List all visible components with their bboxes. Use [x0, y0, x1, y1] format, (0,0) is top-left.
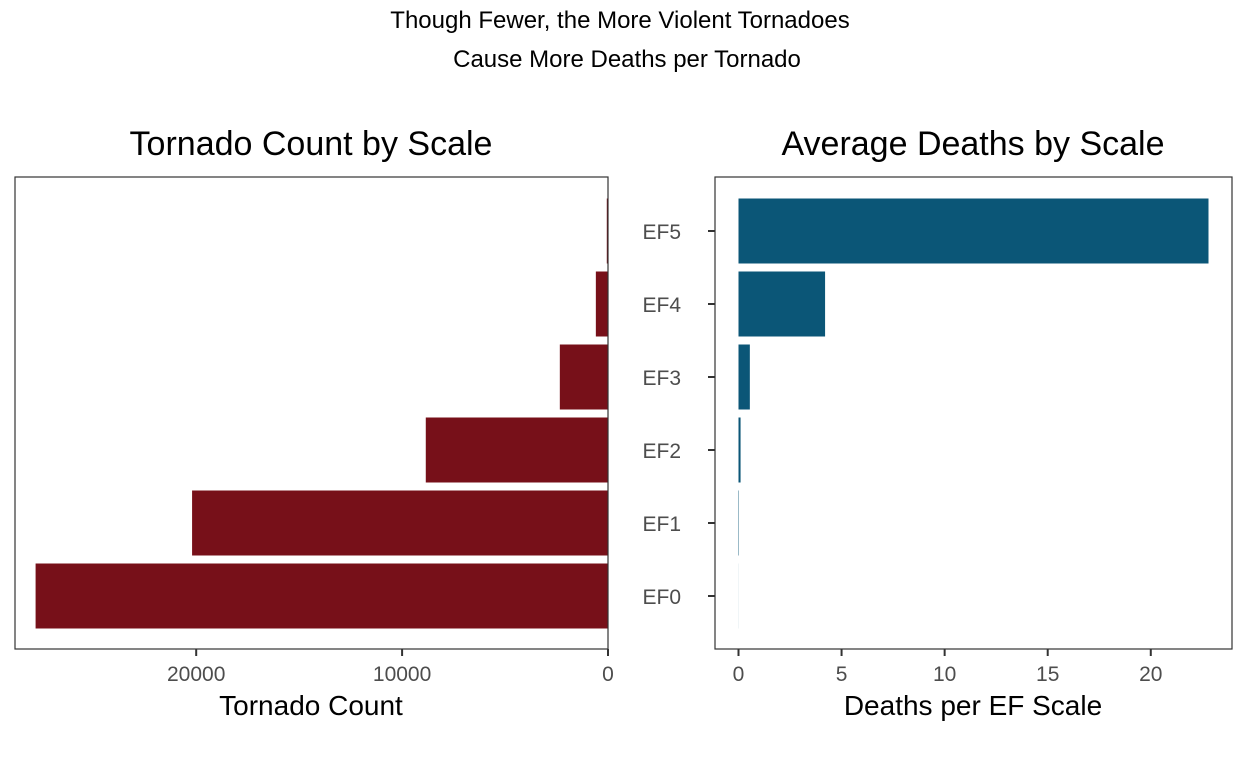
average-deaths-panel: Average Deaths by Scale EF0EF1EF2EF3EF4E…	[642, 125, 1233, 721]
tornado-count-plot-frame	[14, 176, 609, 650]
average-deaths-bar-ef2	[738, 417, 741, 483]
average-deaths-x-tick-label: 0	[733, 663, 745, 686]
tornado-count-bar-ef0	[35, 563, 608, 629]
tornado-count-bar-ef5	[606, 198, 608, 264]
average-deaths-bars	[738, 198, 1209, 629]
tornado-count-x-tick-label: 20000	[167, 663, 225, 686]
tornado-count-bars	[35, 198, 608, 629]
tornado-count-x-tick-label: 0	[602, 663, 614, 686]
tornado-count-x-axis-title: Tornado Count	[219, 690, 403, 721]
average-deaths-x-tick-label: 20	[1139, 663, 1162, 686]
average-deaths-x-axis-title: Deaths per EF Scale	[844, 690, 1102, 721]
average-deaths-y-axis: EF0 EF1 EF2 EF3 EF4 EF5	[642, 221, 715, 609]
average-deaths-y-tick-label-ef1: EF1	[642, 513, 681, 536]
average-deaths-y-tick-label-ef3: EF3	[642, 367, 681, 390]
average-deaths-bar-ef4	[738, 271, 826, 337]
supertitle-line-1: Though Fewer, the More Violent Tornadoes	[390, 7, 849, 34]
tornado-count-title: Tornado Count by Scale	[130, 125, 493, 163]
tornado-count-x-axis: 20000 10000 0	[167, 649, 614, 686]
average-deaths-x-tick-label: 10	[933, 663, 956, 686]
average-deaths-bar-ef5	[738, 198, 1209, 264]
tornado-count-bar-ef1	[192, 490, 608, 556]
tornado-count-bar-ef4	[595, 271, 608, 337]
average-deaths-y-tick-label-ef4: EF4	[642, 294, 681, 317]
average-deaths-x-tick-label: 5	[836, 663, 848, 686]
average-deaths-y-tick-label-ef5: EF5	[642, 221, 681, 244]
tornado-count-x-tick-label: 10000	[373, 663, 431, 686]
tornado-count-bar-ef3	[559, 344, 608, 410]
average-deaths-y-tick-label-ef2: EF2	[642, 440, 681, 463]
average-deaths-x-axis: 0 5 10 15 20	[733, 649, 1162, 686]
supertitle-line-2: Cause More Deaths per Tornado	[453, 46, 801, 73]
average-deaths-y-tick-label-ef0: EF0	[642, 586, 681, 609]
tornado-count-panel: Tornado Count by Scale 20000 10000 0 Torna…	[14, 125, 614, 721]
average-deaths-plot-frame	[714, 176, 1233, 650]
tornado-count-bar-ef2	[425, 417, 608, 483]
average-deaths-x-tick-label: 15	[1036, 663, 1059, 686]
average-deaths-title: Average Deaths by Scale	[781, 125, 1164, 163]
average-deaths-bar-ef3	[738, 344, 750, 410]
